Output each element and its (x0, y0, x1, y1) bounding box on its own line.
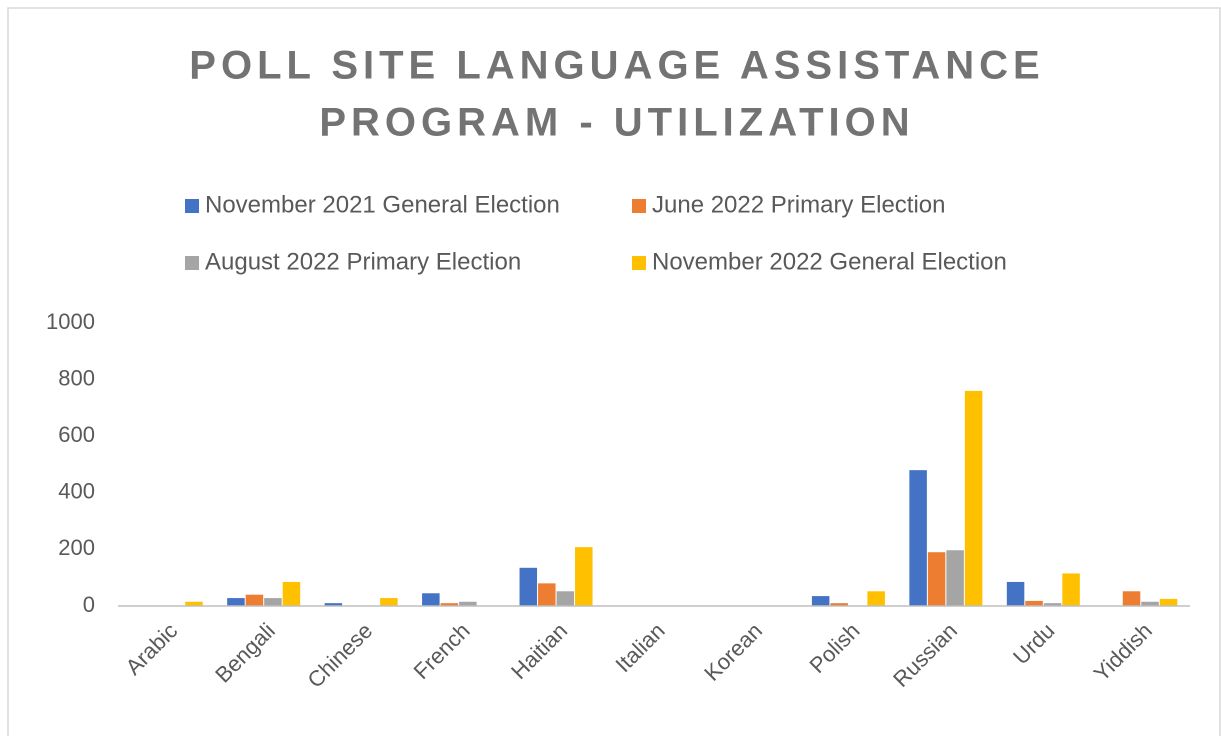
legend-swatch (632, 256, 646, 270)
bar (459, 601, 477, 606)
bar (927, 552, 946, 606)
legend-label: November 2022 General Election (652, 248, 1007, 275)
y-tick-label: 0 (83, 592, 95, 617)
y-tick-label: 600 (58, 422, 95, 447)
y-tick-label: 800 (58, 365, 95, 390)
y-tick-label: 1000 (46, 309, 95, 334)
bar (245, 594, 264, 606)
bar (556, 591, 575, 606)
legend-label: November 2021 General Election (205, 191, 560, 218)
bar (324, 603, 343, 606)
legend-swatch (185, 256, 199, 270)
chart-frame (7, 7, 1221, 741)
legend-label: June 2022 Primary Election (652, 191, 945, 218)
legend-swatch (185, 199, 199, 213)
bar (282, 581, 301, 606)
bar (264, 598, 282, 606)
legend-label: August 2022 Primary Election (205, 248, 521, 275)
bar (1159, 598, 1178, 606)
bar (440, 603, 459, 606)
bar (811, 596, 830, 606)
bar (422, 593, 440, 606)
bar (519, 567, 538, 606)
bar (964, 390, 983, 606)
bar (227, 598, 245, 606)
bar (1141, 601, 1159, 606)
bar (830, 603, 848, 606)
bar (185, 601, 203, 606)
y-tick-label: 400 (58, 479, 95, 504)
bar (946, 550, 964, 606)
bar (1062, 573, 1080, 606)
bar (380, 598, 398, 606)
y-tick-label: 200 (58, 535, 95, 560)
bar (867, 591, 885, 606)
chart-title: POLL SITE LANGUAGE ASSISTANCE (189, 44, 1044, 88)
bar (575, 547, 593, 606)
bar (1122, 591, 1141, 606)
bar (1006, 581, 1025, 606)
bar (1025, 600, 1043, 606)
bar (909, 470, 927, 606)
bar (538, 583, 556, 606)
legend-swatch (632, 199, 646, 213)
chart-title: PROGRAM - UTILIZATION (319, 101, 914, 145)
bar (1043, 603, 1062, 606)
